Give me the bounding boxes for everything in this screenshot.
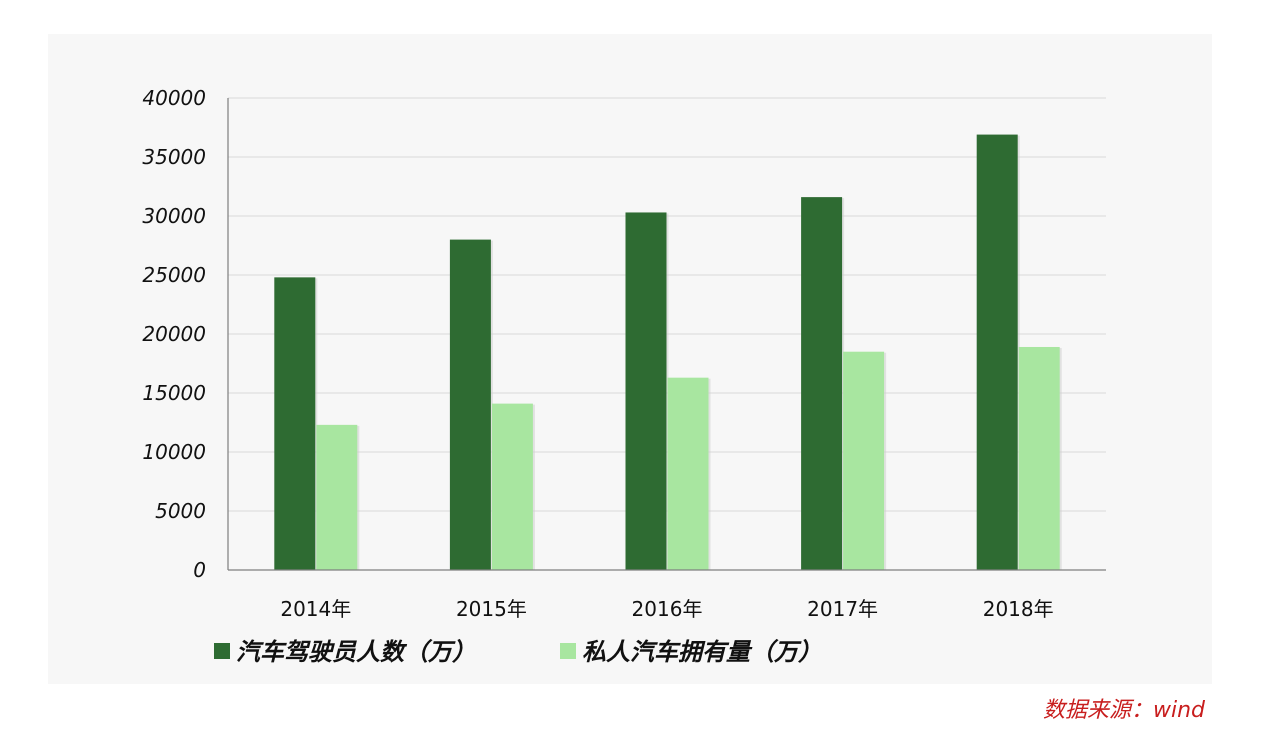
x-tick-label: 2018年 (983, 597, 1054, 621)
bar-drivers-1 (449, 239, 491, 570)
bar-private-cars-2 (667, 377, 709, 570)
bar-drivers-4 (976, 134, 1018, 570)
legend-swatch (560, 643, 576, 659)
y-tick-label: 10000 (142, 440, 206, 464)
bar-private-cars-4 (1018, 346, 1060, 570)
x-tick-label: 2016年 (632, 597, 703, 621)
legend: 汽车驾驶员人数（万） 私人汽车拥有量（万） (214, 638, 822, 666)
legend-label: 汽车驾驶员人数（万） (236, 638, 476, 666)
y-tick-label: 0 (193, 558, 206, 582)
bar-drivers-2 (625, 212, 667, 570)
x-tick-labels: 2014年 2015年 2016年 2017年 2018年 (280, 597, 1053, 621)
y-tick-label: 20000 (142, 322, 206, 346)
bars (274, 134, 1062, 570)
y-tick-label: 35000 (142, 145, 206, 169)
bar-private-cars-3 (843, 351, 885, 570)
x-tick-label: 2017年 (807, 597, 878, 621)
y-tick-label: 15000 (142, 381, 206, 405)
y-tick-labels: 0 5000 10000 15000 20000 25000 30000 35000 40000 (142, 86, 206, 582)
y-tick-label: 5000 (155, 499, 206, 523)
bar-private-cars-0 (316, 424, 358, 570)
bar-drivers-3 (801, 197, 843, 570)
bar-private-cars-1 (491, 403, 533, 570)
y-tick-label: 40000 (142, 86, 206, 110)
x-tick-label: 2014年 (280, 597, 351, 621)
x-tick-label: 2015年 (456, 597, 527, 621)
bar-drivers-0 (274, 277, 316, 570)
data-source-label: 数据来源：wind (1042, 698, 1205, 723)
y-tick-label: 25000 (142, 263, 206, 287)
y-tick-label: 30000 (142, 204, 206, 228)
axes (227, 98, 1106, 571)
legend-swatch (214, 643, 230, 659)
legend-label: 私人汽车拥有量（万） (582, 638, 822, 666)
